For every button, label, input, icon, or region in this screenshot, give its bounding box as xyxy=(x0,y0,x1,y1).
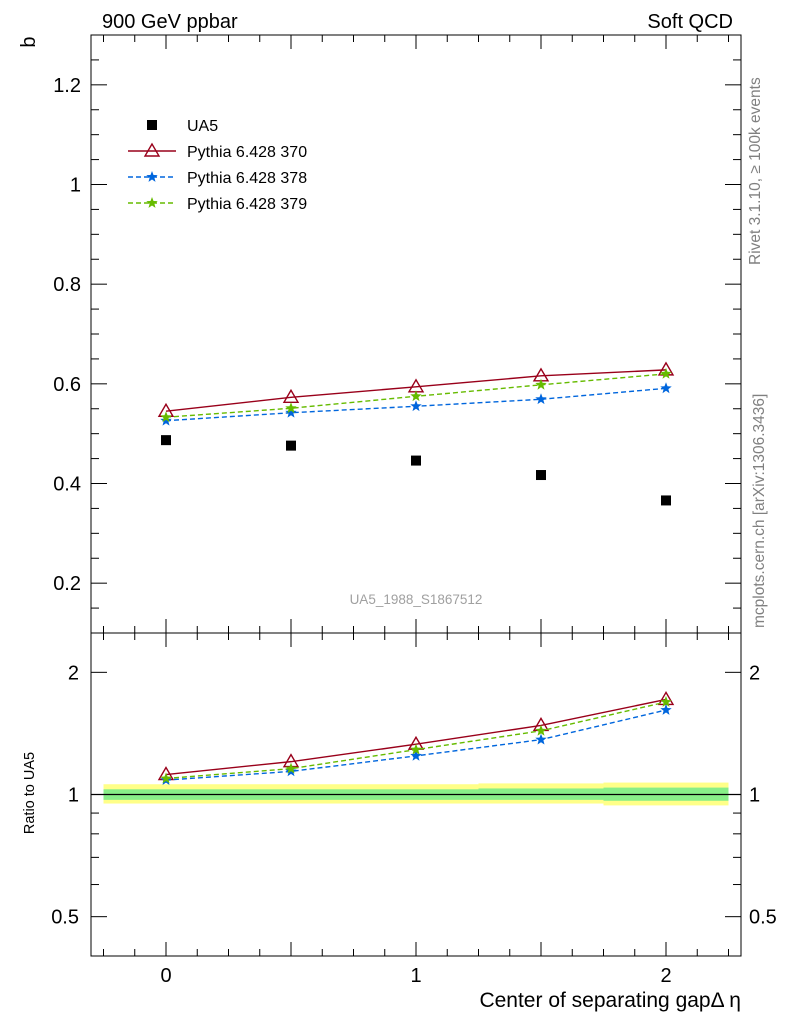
series-line-p370 xyxy=(165,369,667,412)
point-data xyxy=(661,495,671,506)
main-y-tick-label: 1.2 xyxy=(53,75,81,97)
point-p370 xyxy=(282,388,300,403)
legend-marker-data xyxy=(147,120,157,130)
analysis-label: UA5_1988_S1867512 xyxy=(350,592,483,607)
x-tick-label: 0 xyxy=(160,965,171,987)
ratio-point-p379 xyxy=(535,724,547,736)
category-label: Soft QCD xyxy=(647,11,733,33)
ratio-y-axis-label: Ratio to UA5 xyxy=(22,752,38,834)
x-tick-label: 1 xyxy=(410,965,421,987)
ratio-plot-panel: 0 1 2 0.5 0.5 1 1 2 2 xyxy=(51,632,777,987)
point-p379 xyxy=(410,390,422,402)
main-y-tick-label: 1 xyxy=(70,175,81,197)
point-p378 xyxy=(410,400,422,412)
point-data xyxy=(536,470,546,481)
point-data xyxy=(286,440,296,451)
point-p378 xyxy=(160,414,172,426)
main-y-tick-label: 0.2 xyxy=(53,573,81,595)
ratio-point-p379 xyxy=(660,696,672,707)
rivet-label: Rivet 3.1.10, ≥ 100k events xyxy=(747,77,764,265)
legend-label-p378: Pythia 6.428 378 xyxy=(187,170,307,187)
main-y-axis-label: b xyxy=(18,36,40,47)
ratio-y-tick-label-right: 0.5 xyxy=(749,907,777,929)
point-p379 xyxy=(660,367,672,379)
point-p378 xyxy=(535,393,547,405)
legend-label-data: UA5 xyxy=(187,118,218,135)
ratio-y-tick-label: 2 xyxy=(68,662,79,684)
ratio-y-tick-label-right: 2 xyxy=(749,662,760,684)
main-y-tick-label: 0.8 xyxy=(53,274,81,296)
energy-label: 900 GeV ppbar xyxy=(102,11,238,33)
main-y-tick-label: 0.4 xyxy=(53,474,81,496)
legend-label-p379: Pythia 6.428 379 xyxy=(187,196,307,213)
point-data xyxy=(411,455,421,466)
legend-marker-p370 xyxy=(143,142,161,157)
main-y-tick-label: 0.6 xyxy=(53,374,81,396)
ratio-point-p379 xyxy=(410,743,422,755)
ratio-y-tick-label: 0.5 xyxy=(51,907,79,929)
legend: UA5 Pythia 6.428 370 Pythia 6.428 378 Pythi… xyxy=(128,118,307,213)
ratio-y-tick-label: 1 xyxy=(68,785,79,807)
mcplots-label: mcplots.cern.ch [arXiv:1306.3436] xyxy=(751,394,768,628)
ratio-point-p378 xyxy=(410,749,422,761)
legend-label-p370: Pythia 6.428 370 xyxy=(187,144,307,161)
x-axis-label: Center of separating gapΔ η xyxy=(479,989,741,1012)
point-p379 xyxy=(535,378,547,390)
point-p379 xyxy=(285,402,297,414)
point-p379 xyxy=(160,411,172,423)
point-data xyxy=(161,435,171,446)
point-p378 xyxy=(285,406,297,418)
ratio-point-p378 xyxy=(535,733,547,745)
ratio-point-p379 xyxy=(285,762,297,774)
ratio-point-p379 xyxy=(160,772,172,784)
point-p378 xyxy=(660,382,672,394)
ratio-point-p378 xyxy=(660,704,672,715)
x-tick-label: 2 xyxy=(660,965,671,987)
legend-marker-p379 xyxy=(146,197,158,208)
ratio-y-tick-label-right: 1 xyxy=(749,785,760,807)
legend-marker-p378 xyxy=(146,171,158,182)
